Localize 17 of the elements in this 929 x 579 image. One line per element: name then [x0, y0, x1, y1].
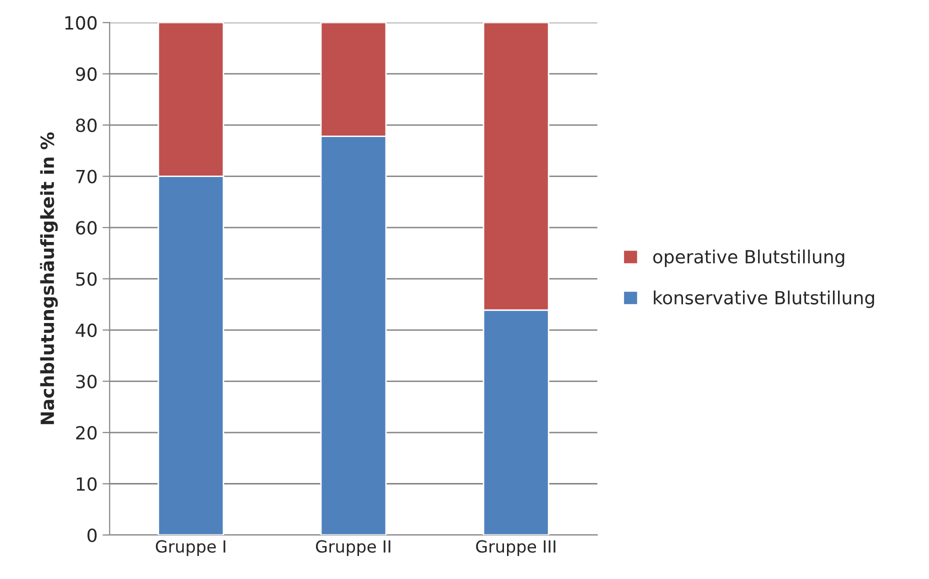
y-axis-title: Nachblutungshäufigkeit in % — [40, 132, 58, 424]
y-tick-label: 80 — [76, 118, 97, 132]
y-tick-label: 60 — [76, 221, 97, 235]
y-tick-label: 70 — [76, 170, 97, 184]
x-tick-label: Gruppe II — [316, 540, 390, 556]
y-tick-label: 30 — [76, 374, 97, 388]
y-tick-label: 90 — [76, 67, 97, 81]
y-tick-label: 10 — [76, 477, 97, 491]
x-tick-label: Gruppe III — [476, 540, 556, 556]
y-tick-label: 40 — [76, 323, 97, 338]
y-tick-label: 20 — [76, 426, 97, 440]
y-tick-label: 0 — [88, 528, 97, 542]
y-tick-label: 100 — [65, 16, 97, 30]
y-tick-label: 50 — [76, 272, 97, 286]
x-tick-label: Gruppe I — [156, 540, 226, 556]
legend-label: konservative Blutstillung — [654, 290, 874, 308]
legend-label: operative Blutstillung — [653, 250, 844, 268]
